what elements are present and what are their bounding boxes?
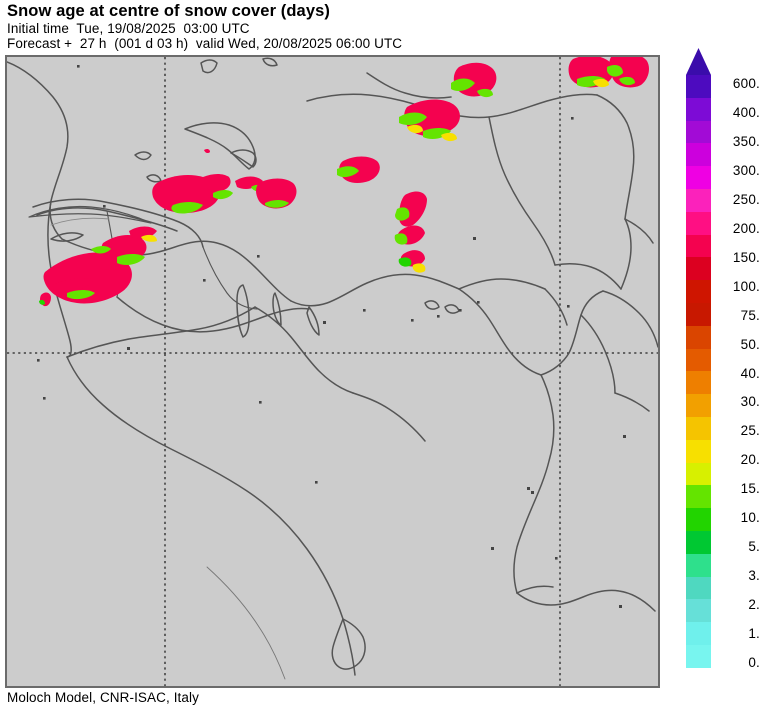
colorbar-band [686,302,711,326]
colorbar-band [686,97,711,121]
colorbar-tick-label: 350. [732,133,760,149]
colorbar-band [686,485,711,509]
colorbar-band [686,257,711,281]
colorbar [686,48,711,668]
colorbar-tick-label: 150. [732,249,760,265]
colorbar-tick-label: 15. [740,481,760,497]
snow-patch-small-lakes [204,148,210,154]
forecast-validity-label: Forecast + 27 h (001 d 03 h) valid Wed, … [7,36,403,51]
colorbar-band [686,371,711,395]
snow-patch-bernese-alps [152,174,265,214]
colorbar-band [686,508,711,531]
map-canvas [7,57,658,686]
colorbar-tick-label: 20. [740,452,760,468]
colorbar-tick-label: 2. [748,597,760,613]
colorbar-tick-label: 0. [748,655,760,670]
snow-patch-gran-paradiso [99,258,117,270]
colorbar-tick-label: 600. [732,76,760,91]
colorbar-tick-label: 75. [740,307,760,323]
page-title: Snow age at centre of snow cover (days) [7,2,330,20]
map-frame[interactable] [5,55,660,688]
colorbar-band [686,280,711,303]
colorbar-labels: 600. 400. 350. 300. 250. 200. 150. 100. 75. 50. 40… [714,48,760,678]
colorbar-tick-label: 200. [732,220,760,236]
initial-time-label: Initial time Tue, 19/08/2025 03:00 UTC [7,21,250,36]
colorbar-band [686,462,711,486]
colorbar-tick-label: 50. [740,336,760,352]
colorbar-band [686,166,711,189]
attribution-label: Moloch Model, CNR-ISAC, Italy [7,690,199,705]
colorbar-tick-label: 250. [732,191,760,207]
snow-patch-bernina [256,178,297,209]
snow-patch-maritime-alps [39,292,51,307]
colorbar-tick-label: 100. [732,278,760,294]
colorbar-band [686,211,711,235]
colorbar-tick-label: 25. [740,423,760,439]
colorbar-tick-label: 10. [740,510,760,526]
colorbar-tick-label: 1. [748,626,760,642]
snow-patch-adamello [394,191,427,273]
colorbar-band [686,188,711,212]
colorbar-band [686,325,711,349]
colorbar-tick-label: 300. [732,162,760,178]
header: Snow age at centre of snow cover (days) … [7,2,647,51]
colorbar-tick-label: 40. [740,365,760,381]
colorbar-band [686,234,711,258]
colorbar-band [686,622,711,645]
colorbar-band [686,553,711,577]
colorbar-band [686,416,711,440]
colorbar-tick-label: 3. [748,568,760,584]
colorbar-band [686,394,711,417]
coastlines-and-borders [7,57,658,680]
snow-patch-oetztal [399,99,460,142]
colorbar-bands [686,75,711,668]
snow-patch-zillertal [451,62,497,98]
colorbar-band [686,143,711,167]
snow-age-field [39,57,649,307]
colorbar-band [686,120,711,144]
colorbar-band [686,530,711,554]
colorbar-band [686,599,711,623]
colorbar-tick-label: 5. [748,539,760,555]
colorbar-band [686,348,711,372]
colorbar-band [686,644,711,668]
snow-patch-hohe-tauern-east [607,57,649,88]
colorbar-band [686,439,711,463]
colorbar-tick-label: 400. [732,104,760,120]
station-markers [37,65,626,608]
snow-patch-hohe-tauern-west [568,57,614,88]
snow-patch-dolomites [337,156,380,183]
colorbar-tick-label: 30. [740,394,760,410]
colorbar-over-arrow [686,48,711,75]
colorbar-band [686,75,711,98]
graticule [7,57,658,686]
colorbar-band [686,576,711,600]
